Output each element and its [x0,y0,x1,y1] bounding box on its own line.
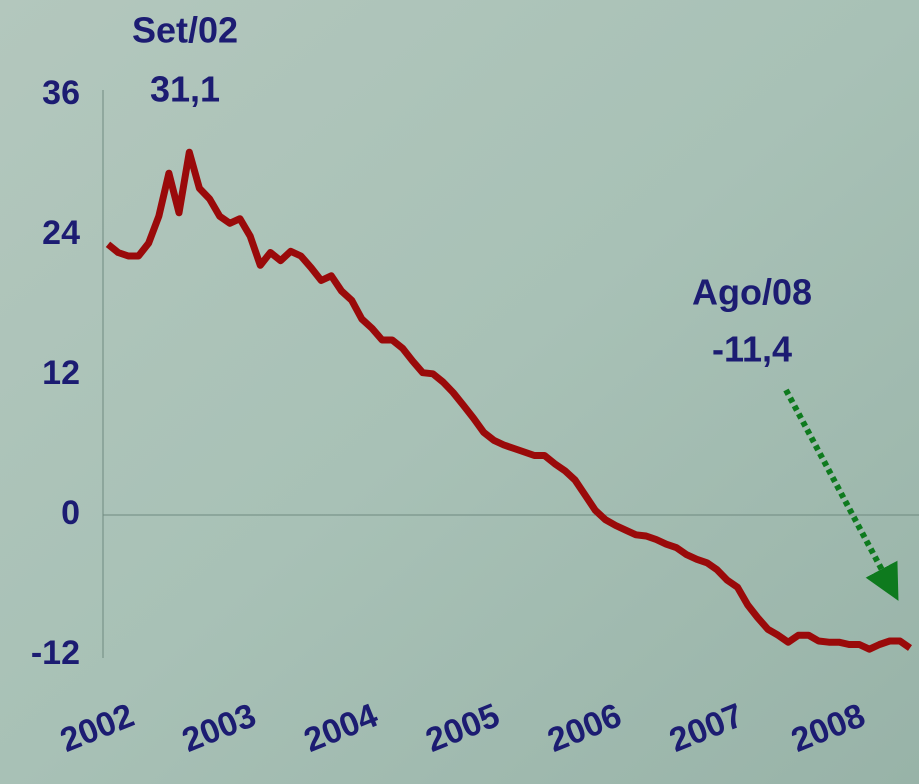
y-tick-label: 0 [61,494,80,532]
annotation: Set/02 [132,10,238,51]
y-tick-label: 36 [42,74,80,112]
y-tick-label: -12 [31,634,80,672]
annotation: Ago/08 [692,272,812,313]
y-tick-label: 24 [42,214,80,252]
annotation-arrow [783,388,899,601]
y-tick-label: 12 [42,354,80,392]
annotation: -11,4 [712,329,792,370]
data-line [105,148,912,653]
annotation: 31,1 [150,69,220,110]
